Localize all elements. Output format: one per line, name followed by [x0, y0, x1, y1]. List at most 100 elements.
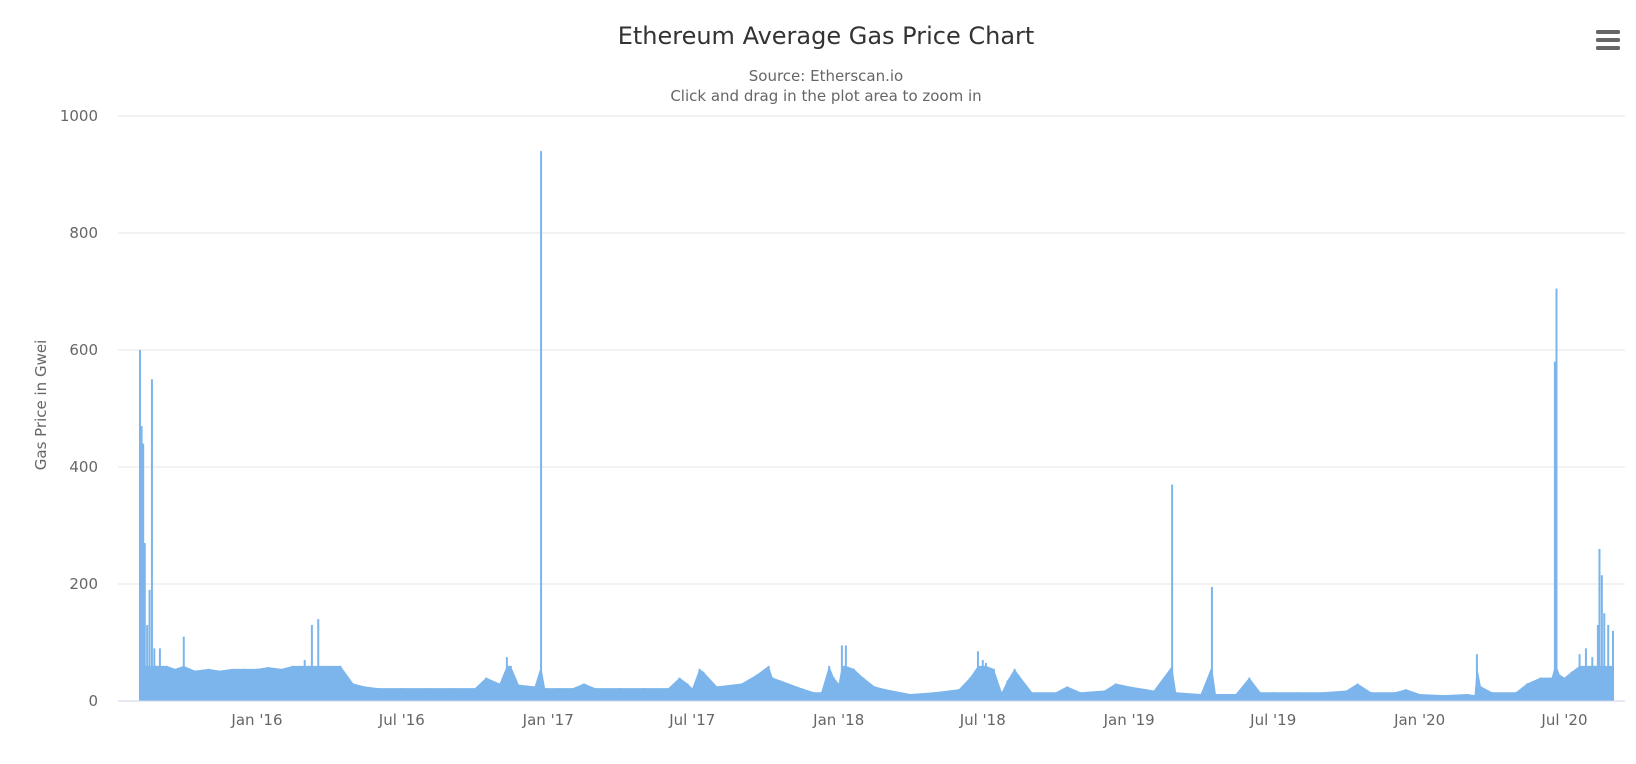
data-bar[interactable] [771, 677, 774, 701]
data-bar[interactable] [1272, 692, 1275, 701]
data-bar[interactable] [310, 624, 313, 701]
data-bar[interactable] [142, 443, 145, 701]
data-bar[interactable] [852, 668, 855, 701]
data-bar[interactable] [1578, 654, 1581, 701]
data-bar[interactable] [1473, 695, 1476, 701]
data-bar[interactable] [148, 589, 151, 701]
data-bar[interactable] [1584, 648, 1587, 701]
data-bar[interactable] [140, 426, 143, 701]
data-bar[interactable] [1475, 654, 1478, 701]
data-bar[interactable] [339, 665, 342, 701]
data-bar[interactable] [1570, 671, 1573, 701]
data-bar[interactable] [715, 686, 718, 701]
data-bar[interactable] [1539, 677, 1542, 701]
data-bar[interactable] [1000, 692, 1003, 701]
data-bar[interactable] [153, 648, 156, 701]
data-bar[interactable] [450, 688, 453, 701]
data-bar[interactable] [933, 692, 936, 701]
data-bar[interactable] [755, 674, 758, 701]
data-bar[interactable] [1607, 624, 1610, 701]
data-bar[interactable] [873, 686, 876, 701]
series-bars[interactable] [139, 151, 1614, 702]
data-bar[interactable] [1555, 288, 1558, 701]
data-bar[interactable] [193, 670, 196, 701]
data-bar[interactable] [1079, 692, 1082, 701]
data-bar[interactable] [291, 665, 294, 701]
data-bar[interactable] [976, 651, 979, 701]
data-bar[interactable] [139, 350, 141, 701]
data-bar[interactable] [1393, 692, 1396, 701]
data-bar[interactable] [1006, 680, 1009, 701]
data-bar[interactable] [1345, 690, 1348, 701]
data-bar[interactable] [642, 688, 645, 701]
data-bar[interactable] [698, 668, 701, 701]
data-bar[interactable] [1356, 683, 1359, 701]
data-bar[interactable] [840, 645, 843, 701]
data-bar[interactable] [1054, 692, 1057, 701]
data-bar[interactable] [837, 683, 840, 701]
data-bar[interactable] [1214, 693, 1217, 701]
data-bar[interactable] [1031, 692, 1034, 701]
data-bar[interactable] [1596, 624, 1599, 701]
data-bar[interactable] [1443, 695, 1446, 701]
data-bar[interactable] [1248, 677, 1251, 701]
data-bar[interactable] [1199, 693, 1202, 701]
data-bar[interactable] [813, 692, 816, 701]
data-bar[interactable] [158, 648, 161, 701]
data-bar[interactable] [800, 688, 803, 701]
data-bar[interactable] [594, 688, 597, 701]
data-bar[interactable] [174, 668, 177, 701]
data-bar[interactable] [740, 683, 743, 701]
data-bar[interactable] [1466, 693, 1469, 701]
data-bar[interactable] [280, 668, 283, 701]
data-bar[interactable] [1171, 484, 1174, 701]
data-bar[interactable] [571, 688, 574, 701]
data-bar[interactable] [425, 688, 428, 701]
data-bar[interactable] [376, 688, 379, 701]
data-bar[interactable] [1114, 683, 1117, 701]
data-bar[interactable] [1612, 630, 1614, 701]
data-bar[interactable] [618, 688, 621, 701]
data-bar[interactable] [166, 665, 169, 701]
data-bar[interactable] [363, 686, 366, 701]
data-bar[interactable] [1550, 677, 1553, 701]
data-bar[interactable] [150, 379, 153, 701]
data-bar[interactable] [1603, 613, 1606, 701]
data-bar[interactable] [1013, 668, 1016, 701]
data-bar[interactable] [583, 683, 586, 701]
data-bar[interactable] [1553, 361, 1556, 701]
data-bar[interactable] [686, 683, 689, 701]
data-bar[interactable] [862, 677, 865, 701]
data-bar[interactable] [1370, 692, 1373, 701]
data-bar[interactable] [1526, 683, 1529, 701]
data-bar[interactable] [844, 645, 847, 701]
data-bar[interactable] [1514, 692, 1517, 701]
data-bar[interactable] [1210, 586, 1213, 701]
data-bar[interactable] [678, 677, 681, 701]
data-bar[interactable] [509, 665, 512, 701]
data-bar[interactable] [303, 660, 306, 701]
data-bar[interactable] [146, 624, 149, 701]
data-bar[interactable] [207, 668, 210, 701]
data-bar[interactable] [498, 683, 501, 701]
data-bar[interactable] [1491, 692, 1494, 701]
data-bar[interactable] [1479, 686, 1482, 701]
data-bar[interactable] [828, 665, 831, 701]
data-bar[interactable] [540, 151, 543, 702]
data-bar[interactable] [474, 688, 477, 701]
data-bar[interactable] [242, 668, 245, 701]
data-bar[interactable] [884, 689, 887, 701]
data-bar[interactable] [485, 677, 488, 701]
data-bar[interactable] [702, 671, 705, 701]
data-bar[interactable] [505, 657, 508, 701]
data-bar[interactable] [667, 688, 670, 701]
data-bar[interactable] [1591, 657, 1594, 701]
data-bar[interactable] [558, 688, 561, 701]
data-bar[interactable] [317, 619, 320, 701]
data-bar[interactable] [517, 684, 520, 701]
data-bar[interactable] [1558, 674, 1561, 701]
data-bar[interactable] [1598, 548, 1601, 701]
data-bar[interactable] [231, 668, 234, 701]
data-bar[interactable] [143, 543, 146, 701]
